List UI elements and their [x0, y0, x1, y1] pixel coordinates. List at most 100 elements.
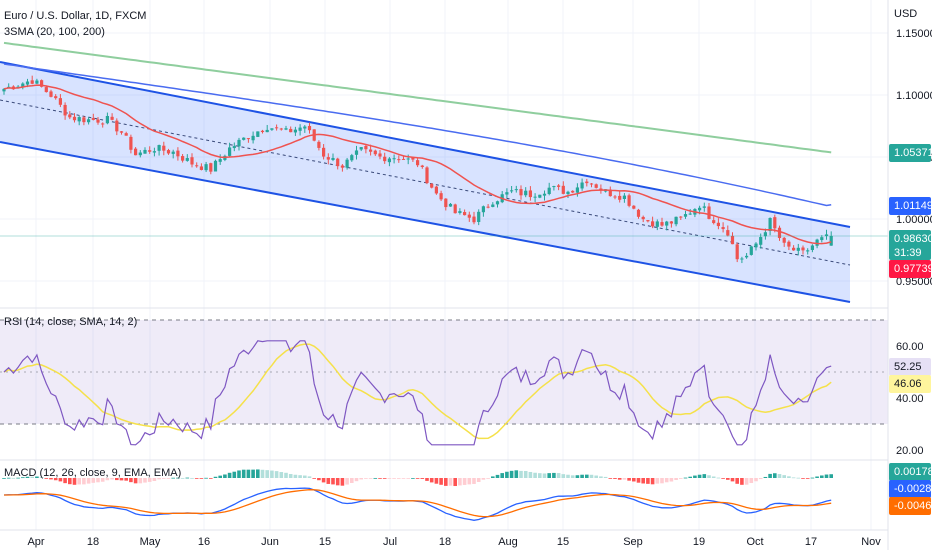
candle[interactable] [655, 221, 659, 227]
candle[interactable] [387, 158, 391, 163]
candle[interactable] [162, 145, 166, 151]
candle[interactable] [801, 247, 805, 251]
candle[interactable] [246, 138, 250, 140]
candle[interactable] [195, 165, 199, 167]
candle[interactable] [331, 157, 335, 160]
candle[interactable] [401, 158, 406, 160]
candle[interactable] [359, 147, 363, 150]
candle[interactable] [557, 185, 561, 187]
candle[interactable] [646, 220, 650, 222]
candle[interactable] [683, 214, 688, 217]
candle[interactable] [148, 150, 152, 152]
candle[interactable] [467, 214, 471, 218]
candle[interactable] [171, 151, 175, 154]
candle[interactable] [77, 117, 81, 122]
candle[interactable] [157, 145, 161, 151]
candle[interactable] [298, 127, 302, 131]
macd-pane[interactable] [2, 469, 833, 521]
indicator-legend[interactable]: 3SMA (20, 100, 200) [4, 26, 105, 38]
candle[interactable] [317, 141, 321, 148]
candle[interactable] [265, 129, 269, 133]
candle[interactable] [237, 139, 241, 147]
candle[interactable] [754, 243, 758, 248]
candle[interactable] [528, 190, 532, 198]
candle[interactable] [110, 116, 114, 120]
candle[interactable] [712, 220, 716, 224]
candle[interactable] [608, 189, 612, 197]
candle[interactable] [96, 119, 100, 123]
candle[interactable] [514, 189, 518, 191]
candle[interactable] [68, 114, 72, 118]
sma-200-line[interactable] [3, 41, 832, 154]
candle[interactable] [373, 150, 377, 155]
candle[interactable] [152, 151, 156, 153]
macd-signal-line[interactable] [4, 489, 832, 518]
candle[interactable] [340, 165, 344, 168]
candle[interactable] [651, 221, 655, 227]
candle[interactable] [618, 195, 622, 200]
candle[interactable] [810, 245, 814, 250]
candle[interactable] [538, 194, 542, 198]
candle[interactable] [448, 203, 453, 207]
macd-line[interactable] [3, 487, 832, 521]
candle[interactable] [213, 160, 218, 172]
candle[interactable] [115, 120, 119, 132]
sma-100-line[interactable] [3, 63, 832, 207]
candle[interactable] [35, 80, 39, 84]
candle[interactable] [72, 116, 77, 121]
candle[interactable] [571, 190, 575, 193]
candle[interactable] [547, 187, 551, 195]
candle[interactable] [420, 165, 424, 167]
candle[interactable] [105, 115, 109, 124]
candle[interactable] [322, 147, 326, 157]
candle[interactable] [185, 158, 189, 161]
candle[interactable] [345, 159, 349, 168]
candle[interactable] [242, 137, 246, 140]
candle[interactable] [806, 250, 810, 252]
candle[interactable] [397, 159, 401, 161]
candle[interactable] [138, 152, 142, 156]
candle[interactable] [510, 190, 514, 192]
candle[interactable] [594, 184, 598, 188]
candle[interactable] [251, 135, 255, 141]
candle[interactable] [289, 128, 293, 133]
candle[interactable] [378, 153, 382, 157]
candle[interactable] [293, 129, 297, 133]
rsi-line[interactable] [3, 340, 832, 446]
candle[interactable] [707, 206, 711, 219]
candle[interactable] [792, 247, 796, 251]
candle[interactable] [101, 123, 105, 125]
candle[interactable] [25, 81, 30, 85]
candle[interactable] [354, 150, 359, 155]
candle[interactable] [519, 189, 523, 196]
candle[interactable] [270, 128, 274, 130]
candle[interactable] [561, 185, 565, 194]
candle[interactable] [181, 156, 185, 161]
candle[interactable] [416, 160, 420, 166]
candle[interactable] [524, 190, 528, 196]
candle[interactable] [665, 221, 669, 226]
rsi-pane[interactable] [0, 319, 888, 446]
candle[interactable] [763, 232, 767, 237]
candle[interactable] [383, 156, 387, 162]
regression-channel-lower-line[interactable] [0, 141, 851, 303]
candle[interactable] [218, 159, 222, 162]
candle[interactable] [688, 213, 692, 215]
candles[interactable] [2, 75, 833, 264]
candle[interactable] [679, 216, 683, 218]
candle[interactable] [669, 221, 673, 224]
candle[interactable] [284, 128, 288, 130]
candle[interactable] [44, 87, 48, 93]
candle[interactable] [232, 146, 236, 149]
candle[interactable] [30, 80, 34, 84]
candle[interactable] [143, 149, 147, 154]
candle[interactable] [674, 216, 678, 225]
candle[interactable] [726, 230, 730, 236]
candle[interactable] [773, 217, 777, 229]
candle[interactable] [54, 96, 58, 99]
candle[interactable] [303, 126, 307, 129]
candle[interactable] [209, 163, 213, 172]
candle[interactable] [641, 216, 645, 220]
candle[interactable] [796, 247, 800, 251]
